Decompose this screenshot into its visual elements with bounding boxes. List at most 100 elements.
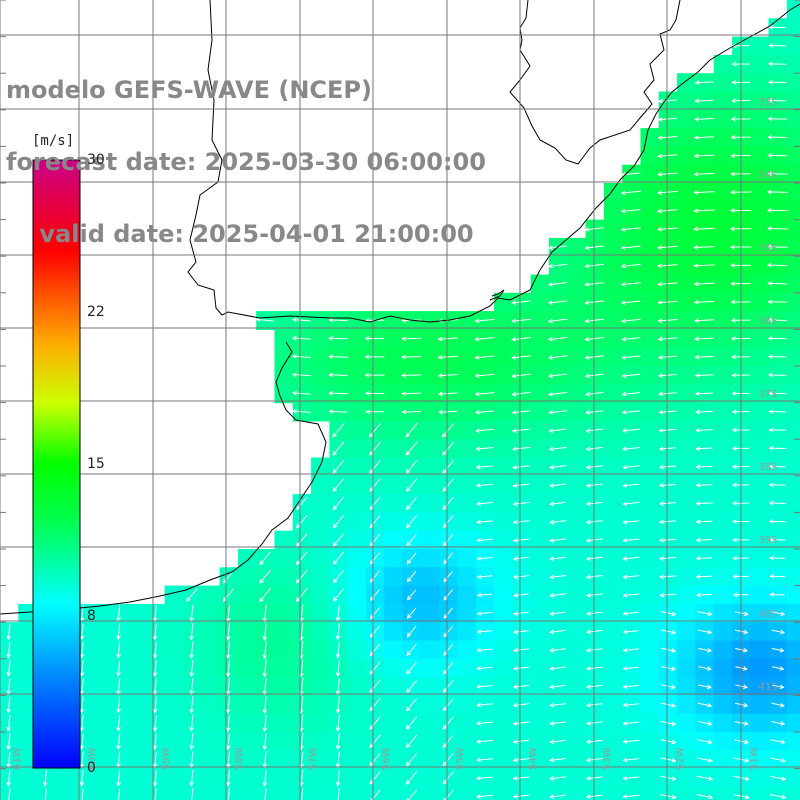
wind-arrow <box>116 769 121 787</box>
wind-arrow <box>328 354 348 359</box>
speed-cell <box>786 73 800 93</box>
speed-cell <box>640 366 660 385</box>
speed-cell <box>567 530 587 550</box>
wind-arrow <box>225 714 231 733</box>
speed-cell <box>18 677 38 696</box>
speed-cell <box>603 384 623 404</box>
wind-arrow <box>116 714 121 732</box>
speed-cell <box>311 494 330 513</box>
speed-cell <box>750 549 770 568</box>
speed-cell <box>457 512 477 532</box>
speed-cell <box>677 311 696 330</box>
wind-arrow <box>622 592 640 598</box>
speed-cell <box>640 750 660 770</box>
speed-cell <box>457 750 477 770</box>
wind-arrow <box>442 478 454 493</box>
wind-arrow <box>698 684 712 690</box>
wind-arrow <box>474 318 495 324</box>
speed-cell <box>640 164 660 184</box>
speed-cell <box>786 549 800 568</box>
speed-cell <box>786 622 800 642</box>
speed-cell <box>713 439 733 459</box>
wind-arrow <box>695 446 713 451</box>
wind-arrow <box>658 519 676 525</box>
wind-arrow <box>584 373 604 379</box>
speed-cell <box>786 585 800 605</box>
wind-arrow <box>406 515 418 529</box>
speed-cell <box>420 530 440 550</box>
wind-arrow <box>695 464 713 470</box>
speed-cell <box>530 603 550 623</box>
wind-arrow <box>693 226 715 232</box>
wind-arrow <box>549 757 567 763</box>
wind-arrow <box>585 794 603 799</box>
colorbar-unit: [m/s] <box>32 133 75 149</box>
speed-cell <box>18 713 38 733</box>
wind-arrow <box>152 641 158 659</box>
wind-arrow <box>476 611 493 616</box>
wind-arrow <box>696 592 713 598</box>
speed-cell <box>457 475 477 495</box>
longitude-label: 60W <box>87 747 98 770</box>
speed-cell <box>384 457 404 477</box>
speed-cell <box>640 329 660 349</box>
wind-arrow <box>768 372 787 378</box>
speed-cell <box>91 603 111 623</box>
speed-cell <box>128 713 147 733</box>
latitude-labels: 33S 34S 35S 36S 37S 38S 39S 40S 41S <box>758 97 777 693</box>
wind-arrow <box>697 739 713 745</box>
wind-arrow <box>6 641 12 659</box>
speed-cell <box>530 768 550 788</box>
speed-cell <box>750 567 770 587</box>
wind-arrow <box>694 135 715 140</box>
speed-cell <box>164 786 184 800</box>
wind-arrow <box>585 538 603 543</box>
speed-cell <box>18 603 38 623</box>
speed-cell <box>603 439 623 459</box>
wind-arrow <box>255 317 275 323</box>
speed-cell <box>54 786 74 800</box>
wind-arrow <box>512 666 530 671</box>
speed-cell <box>164 677 184 696</box>
speed-cell <box>786 366 800 385</box>
speed-cell <box>713 219 733 239</box>
speed-cell <box>750 677 770 696</box>
wind-arrow <box>622 757 640 763</box>
wind-arrow <box>443 643 454 656</box>
speed-cell <box>384 750 404 770</box>
speed-cell <box>750 786 770 800</box>
wind-arrow <box>767 134 788 140</box>
wind-arrow <box>476 592 493 598</box>
speed-cell <box>786 750 800 770</box>
wind-arrow <box>657 354 678 360</box>
wind-arrow <box>768 445 786 451</box>
speed-cell <box>713 146 733 166</box>
wind-arrow <box>584 245 605 251</box>
speed-cell <box>567 439 587 459</box>
speed-cell <box>677 457 696 477</box>
speed-cell <box>713 732 733 751</box>
speed-cell <box>311 402 330 422</box>
speed-cell <box>420 402 440 422</box>
wind-arrow <box>406 625 417 638</box>
speed-cell <box>494 786 513 800</box>
wind-arrow <box>301 788 304 800</box>
speed-cell <box>750 439 770 459</box>
wind-arrow <box>6 733 12 751</box>
speed-cell <box>640 732 660 751</box>
speed-cell <box>713 530 733 550</box>
speed-cell <box>457 603 477 623</box>
wind-arrow <box>225 677 231 696</box>
speed-cell <box>713 91 733 111</box>
wind-arrow <box>369 441 381 456</box>
latitude-label: 35S <box>758 243 777 254</box>
wind-arrow <box>695 409 714 415</box>
speed-cell <box>750 219 770 239</box>
wind-arrow <box>548 391 568 397</box>
wind-arrow <box>332 441 345 456</box>
wind-arrow <box>658 428 677 433</box>
speed-cell <box>786 457 800 477</box>
speed-cell <box>786 237 800 257</box>
wind-arrow <box>695 482 713 488</box>
wind-arrow <box>549 702 567 708</box>
